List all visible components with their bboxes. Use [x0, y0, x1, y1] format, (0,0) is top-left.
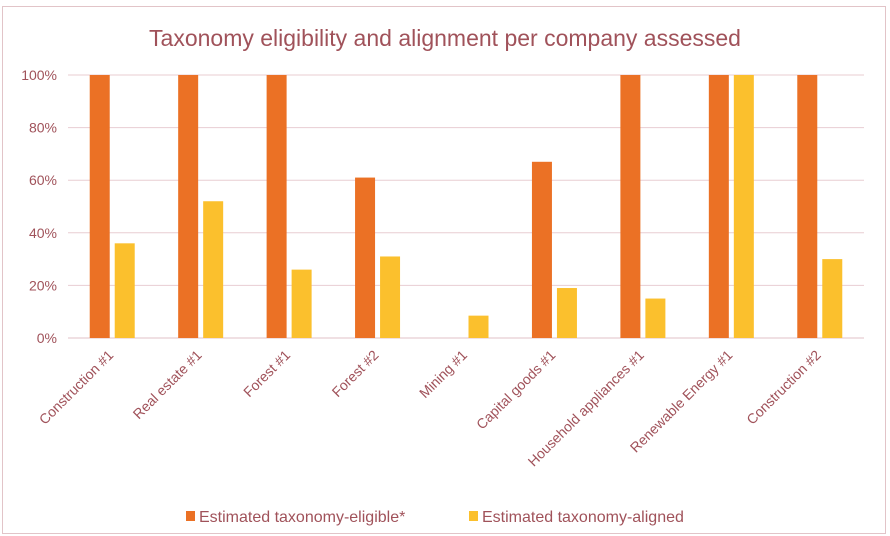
- y-tick-label: 80%: [29, 120, 57, 136]
- bar-eligible: [620, 75, 641, 338]
- bar-aligned: [203, 201, 224, 338]
- legend-label: Estimated taxonomy-aligned: [482, 509, 684, 526]
- bar-eligible: [531, 161, 552, 338]
- y-axis-ticks: 0% 20% 40% 60% 80% 100%: [21, 67, 57, 346]
- chart-title: Taxonomy eligibility and alignment per c…: [149, 25, 741, 51]
- gridlines: [68, 74, 864, 339]
- bar-eligible: [266, 75, 287, 338]
- x-tick-label: Forest #2: [329, 347, 382, 400]
- y-tick-label: 100%: [21, 67, 57, 83]
- x-axis-labels: Construction #1 Real estate #1 Forest #1 Fo…: [36, 347, 824, 470]
- bar-eligible: [355, 177, 376, 338]
- x-tick-label: Renewable Energy #1: [627, 347, 736, 456]
- bar-aligned: [645, 298, 666, 338]
- bar-aligned: [380, 256, 401, 338]
- x-tick-label: Construction #1: [36, 347, 117, 428]
- x-tick-label: Construction #2: [743, 347, 824, 428]
- y-tick-label: 0%: [37, 330, 57, 346]
- bar-aligned: [114, 243, 135, 338]
- bar-aligned: [556, 288, 577, 338]
- bar-eligible: [178, 75, 199, 338]
- legend-swatch: [469, 511, 478, 521]
- y-tick-label: 40%: [29, 225, 57, 241]
- bar-aligned: [822, 259, 843, 338]
- bar-eligible: [708, 75, 729, 338]
- bars: [89, 75, 843, 338]
- x-tick-label: Mining #1: [416, 347, 470, 401]
- bar-aligned: [291, 269, 312, 338]
- x-tick-label: Real estate #1: [130, 347, 205, 422]
- y-tick-label: 20%: [29, 277, 57, 293]
- legend-swatch: [186, 511, 195, 521]
- bar-aligned: [733, 75, 754, 338]
- y-tick-label: 60%: [29, 172, 57, 188]
- legend: Estimated taxonomy-eligible* Estimated ta…: [186, 509, 684, 526]
- bar-aligned: [468, 315, 489, 338]
- legend-label: Estimated taxonomy-eligible*: [199, 509, 405, 526]
- bar-eligible: [89, 75, 110, 338]
- bar-eligible: [797, 75, 818, 338]
- x-tick-label: Forest #1: [240, 347, 293, 400]
- x-tick-label: Capital goods #1: [473, 347, 559, 433]
